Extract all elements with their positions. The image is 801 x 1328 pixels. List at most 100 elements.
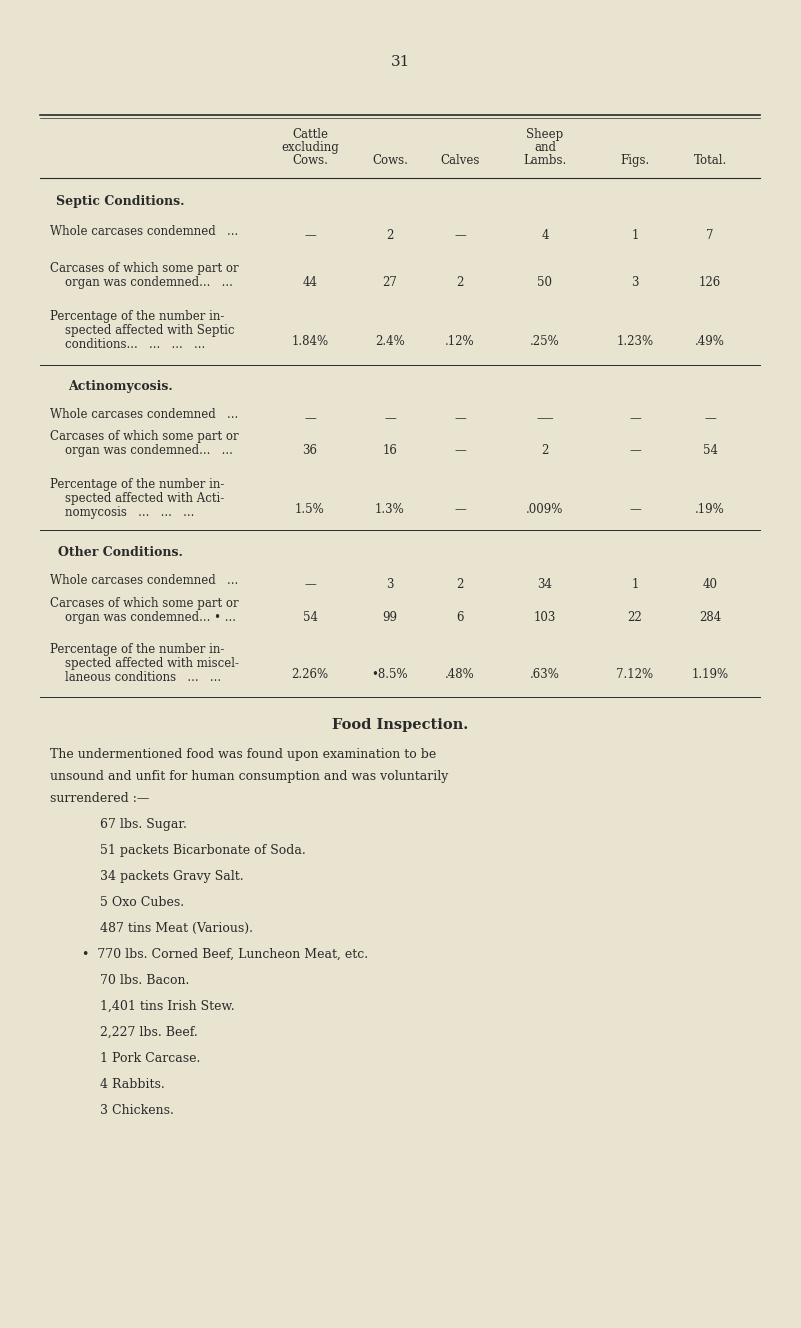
Text: spected affected with Septic: spected affected with Septic [50,324,235,337]
Text: 2,227 lbs. Beef.: 2,227 lbs. Beef. [100,1027,198,1038]
Text: —: — [454,412,466,425]
Text: Whole carcases condemned   ...: Whole carcases condemned ... [50,224,238,238]
Text: Calves: Calves [441,154,480,167]
Text: Cows.: Cows. [372,154,408,167]
Text: 6: 6 [457,611,464,624]
Text: .12%: .12% [445,335,475,348]
Text: 1.5%: 1.5% [295,503,325,517]
Text: 3: 3 [386,578,394,591]
Text: 5 Oxo Cubes.: 5 Oxo Cubes. [100,896,184,908]
Text: excluding: excluding [281,141,339,154]
Text: 7: 7 [706,228,714,242]
Text: surrendered :—: surrendered :— [50,791,149,805]
Text: 67 lbs. Sugar.: 67 lbs. Sugar. [100,818,187,831]
Text: 103: 103 [533,611,556,624]
Text: 1.23%: 1.23% [617,335,654,348]
Text: —: — [704,412,716,425]
Text: 70 lbs. Bacon.: 70 lbs. Bacon. [100,973,189,987]
Text: 50: 50 [537,276,553,290]
Text: spected affected with miscel-: spected affected with miscel- [50,657,239,671]
Text: Percentage of the number in-: Percentage of the number in- [50,309,224,323]
Text: .009%: .009% [526,503,564,517]
Text: —: — [304,412,316,425]
Text: 1 Pork Carcase.: 1 Pork Carcase. [100,1052,200,1065]
Text: 2: 2 [541,444,549,457]
Text: 284: 284 [699,611,721,624]
Text: conditions...   ...   ...   ...: conditions... ... ... ... [50,339,205,351]
Text: Percentage of the number in-: Percentage of the number in- [50,643,224,656]
Text: 487 tins Meat (Various).: 487 tins Meat (Various). [100,922,253,935]
Text: organ was condemned...   ...: organ was condemned... ... [50,276,233,290]
Text: 44: 44 [303,276,317,290]
Text: —: — [629,412,641,425]
Text: 22: 22 [628,611,642,624]
Text: .63%: .63% [530,668,560,681]
Text: 2.4%: 2.4% [375,335,405,348]
Text: 1: 1 [631,578,638,591]
Text: Actinomycosis.: Actinomycosis. [67,380,172,393]
Text: 31: 31 [391,54,410,69]
Text: organ was condemned...   ...: organ was condemned... ... [50,444,233,457]
Text: 4: 4 [541,228,549,242]
Text: Other Conditions.: Other Conditions. [58,546,183,559]
Text: —–: —– [536,412,553,425]
Text: —: — [384,412,396,425]
Text: 34: 34 [537,578,553,591]
Text: Food Inspection.: Food Inspection. [332,718,469,732]
Text: .48%: .48% [445,668,475,681]
Text: 4 Rabbits.: 4 Rabbits. [100,1078,165,1092]
Text: 1.19%: 1.19% [691,668,729,681]
Text: 3 Chickens.: 3 Chickens. [100,1104,174,1117]
Text: —: — [304,578,316,591]
Text: —: — [454,228,466,242]
Text: Carcases of which some part or: Carcases of which some part or [50,598,239,610]
Text: 40: 40 [702,578,718,591]
Text: —: — [629,503,641,517]
Text: 51 packets Bicarbonate of Soda.: 51 packets Bicarbonate of Soda. [100,845,306,857]
Text: 16: 16 [383,444,397,457]
Text: spected affected with Acti-: spected affected with Acti- [50,491,224,505]
Text: 126: 126 [699,276,721,290]
Text: 1,401 tins Irish Stew.: 1,401 tins Irish Stew. [100,1000,235,1013]
Text: Septic Conditions.: Septic Conditions. [56,195,184,208]
Text: 3: 3 [631,276,638,290]
Text: 1: 1 [631,228,638,242]
Text: —: — [629,444,641,457]
Text: Carcases of which some part or: Carcases of which some part or [50,430,239,444]
Text: .25%: .25% [530,335,560,348]
Text: .19%: .19% [695,503,725,517]
Text: 1.84%: 1.84% [292,335,328,348]
Text: Cows.: Cows. [292,154,328,167]
Text: Figs.: Figs. [621,154,650,167]
Text: Carcases of which some part or: Carcases of which some part or [50,262,239,275]
Text: .49%: .49% [695,335,725,348]
Text: nomycosis   ...   ...   ...: nomycosis ... ... ... [50,506,195,519]
Text: •  770 lbs. Corned Beef, Luncheon Meat, etc.: • 770 lbs. Corned Beef, Luncheon Meat, e… [82,948,368,961]
Text: Whole carcases condemned   ...: Whole carcases condemned ... [50,574,238,587]
Text: 2: 2 [457,276,464,290]
Text: 2.26%: 2.26% [292,668,328,681]
Text: Sheep: Sheep [526,127,564,141]
Text: 2: 2 [386,228,393,242]
Text: Percentage of the number in-: Percentage of the number in- [50,478,224,491]
Text: —: — [454,503,466,517]
Text: Cattle: Cattle [292,127,328,141]
Text: The undermentioned food was found upon examination to be: The undermentioned food was found upon e… [50,748,437,761]
Text: organ was condemned... • ...: organ was condemned... • ... [50,611,236,624]
Text: 2: 2 [457,578,464,591]
Text: 36: 36 [303,444,317,457]
Text: —: — [304,228,316,242]
Text: Whole carcases condemned   ...: Whole carcases condemned ... [50,408,238,421]
Text: unsound and unfit for human consumption and was voluntarily: unsound and unfit for human consumption … [50,770,449,784]
Text: 99: 99 [383,611,397,624]
Text: 54: 54 [702,444,718,457]
Text: —: — [454,444,466,457]
Text: and: and [534,141,556,154]
Text: •8.5%: •8.5% [372,668,409,681]
Text: Total.: Total. [694,154,727,167]
Text: laneous conditions   ...   ...: laneous conditions ... ... [50,671,221,684]
Text: 54: 54 [303,611,317,624]
Text: 7.12%: 7.12% [617,668,654,681]
Text: 27: 27 [383,276,397,290]
Text: 1.3%: 1.3% [375,503,405,517]
